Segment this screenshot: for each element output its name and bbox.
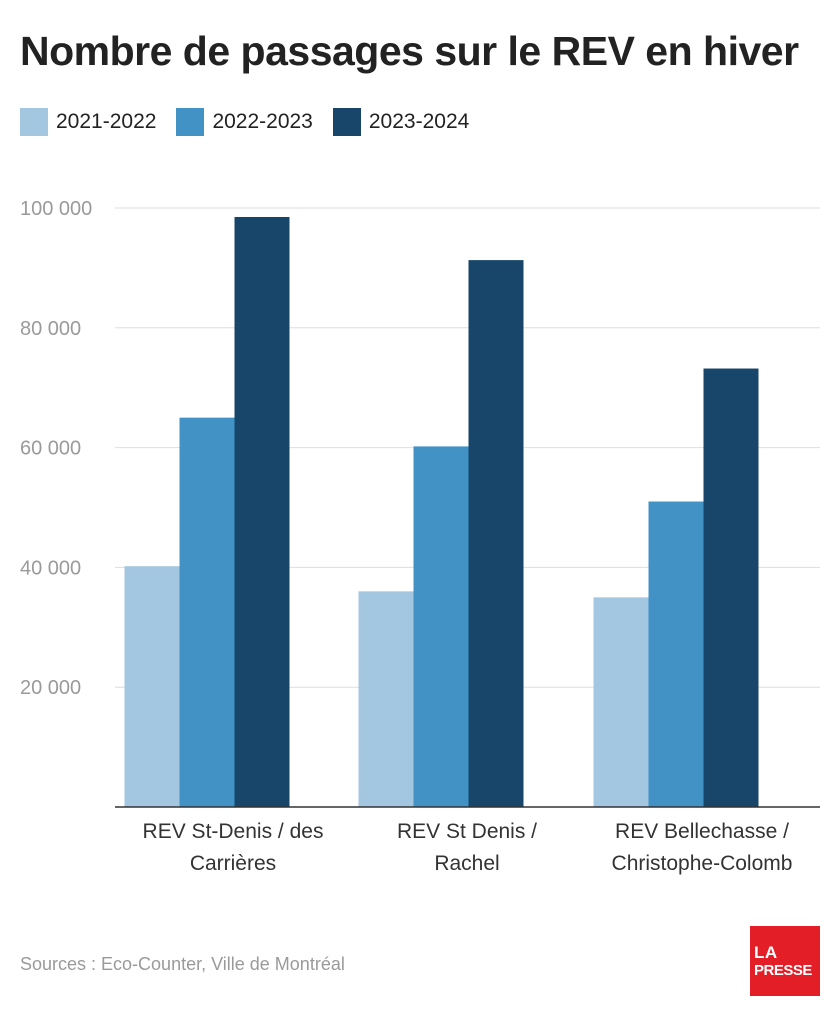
bar xyxy=(593,597,649,807)
bar xyxy=(703,368,759,807)
legend-swatch-2022-2023 xyxy=(176,108,205,136)
bar xyxy=(413,446,469,807)
y-tick-label: 60 000 xyxy=(20,438,81,460)
legend-swatch-2023-2024 xyxy=(332,108,361,136)
x-category-label: REV St Denis / xyxy=(397,820,537,843)
legend-item-2023-2024: 2023-2024 xyxy=(332,108,470,136)
y-tick-label: 80 000 xyxy=(20,318,81,340)
bar-chart: 20 000 40 000 60 000 80 000 100 000 REV St-De… xyxy=(20,198,820,875)
legend-label-2023-2024: 2023-2024 xyxy=(368,110,470,133)
la-presse-logo: LA PRESSE xyxy=(750,926,820,996)
y-tick-label: 100 000 xyxy=(20,198,92,220)
x-category-label: REV Bellechasse / xyxy=(615,820,789,843)
x-category-label: Rachel xyxy=(434,852,499,875)
bar xyxy=(124,566,180,807)
legend-label-2021-2022: 2021-2022 xyxy=(56,110,157,133)
x-category-label: REV St-Denis / des xyxy=(143,820,324,843)
logo-line-2: PRESSE xyxy=(754,962,812,979)
legend: 2021-2022 2022-2023 2023-2024 xyxy=(20,108,489,136)
y-tick-label: 20 000 xyxy=(20,677,81,699)
x-category-label: Christophe-Colomb xyxy=(612,852,793,875)
chart-title: Nombre de passages sur le REV en hiver xyxy=(20,28,799,74)
bar xyxy=(234,216,290,808)
bar xyxy=(358,591,414,807)
bar xyxy=(179,417,235,807)
legend-label-2022-2023: 2022-2023 xyxy=(212,110,313,133)
legend-item-2021-2022: 2021-2022 xyxy=(20,108,156,136)
bar xyxy=(468,260,524,807)
y-tick-label: 40 000 xyxy=(20,557,81,579)
logo-line-1: LA xyxy=(754,943,778,962)
bar xyxy=(648,501,704,807)
source-note: Sources : Eco-Counter, Ville de Montréal xyxy=(20,954,345,974)
legend-item-2022-2023: 2022-2023 xyxy=(176,108,313,136)
legend-swatch-2021-2022 xyxy=(20,108,48,136)
x-category-label: Carrières xyxy=(190,852,276,875)
